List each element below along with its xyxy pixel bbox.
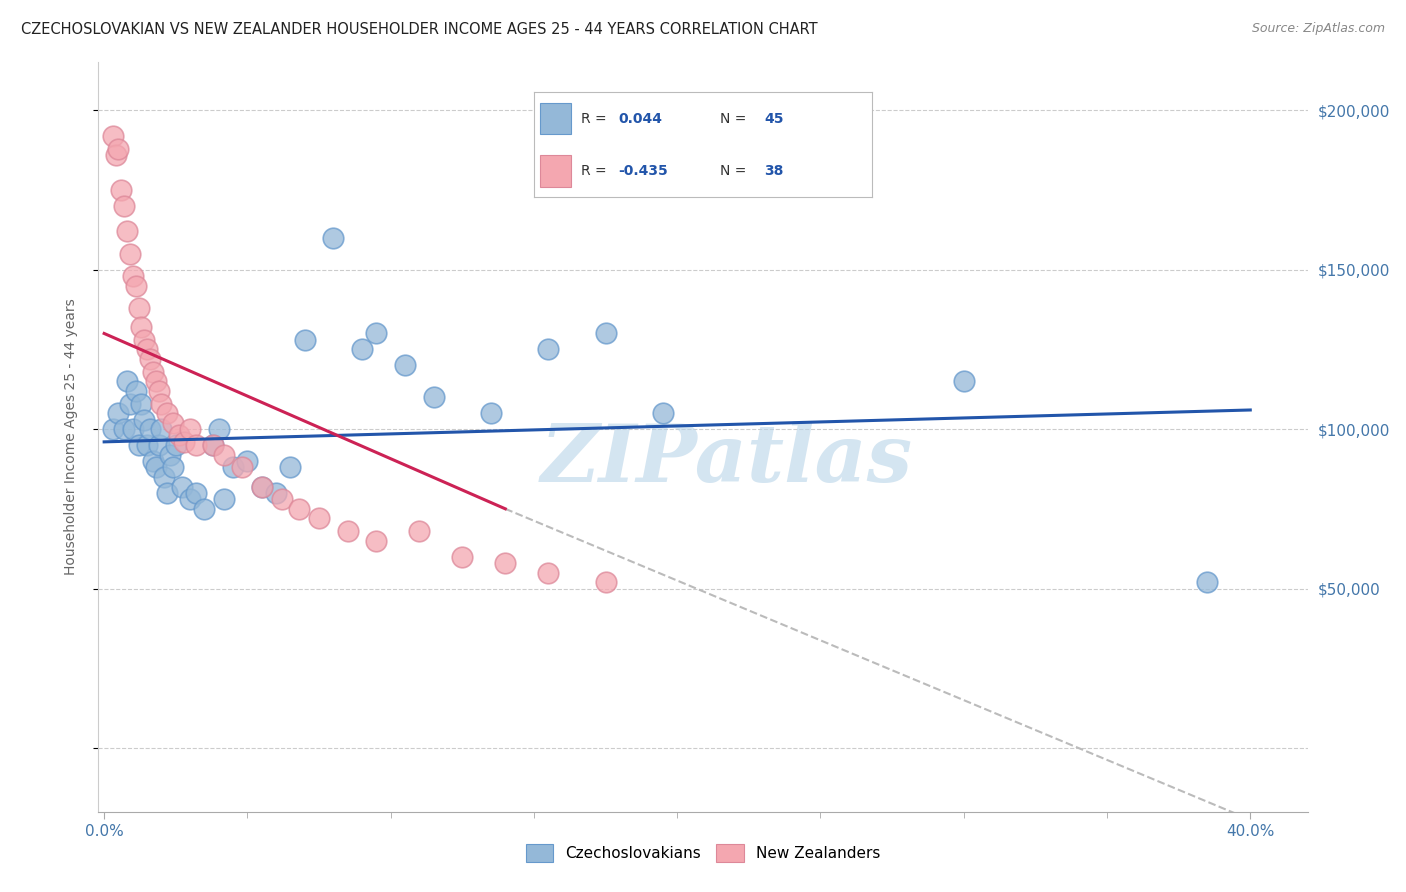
Point bbox=[366, 533, 388, 548]
Point bbox=[131, 320, 153, 334]
Point bbox=[150, 396, 173, 410]
Point bbox=[250, 479, 273, 493]
Point bbox=[131, 396, 153, 410]
Text: Source: ZipAtlas.com: Source: ZipAtlas.com bbox=[1251, 22, 1385, 36]
Point bbox=[156, 486, 179, 500]
Point bbox=[153, 470, 176, 484]
Point bbox=[156, 406, 179, 420]
Point bbox=[322, 231, 344, 245]
Point bbox=[422, 390, 444, 404]
Point bbox=[222, 460, 245, 475]
Point bbox=[350, 343, 373, 357]
Point bbox=[208, 422, 231, 436]
Point bbox=[118, 396, 141, 410]
Point bbox=[595, 326, 617, 341]
Point bbox=[193, 501, 215, 516]
Point bbox=[651, 406, 673, 420]
Point bbox=[250, 479, 273, 493]
Point bbox=[231, 460, 253, 475]
Point bbox=[167, 428, 190, 442]
Point bbox=[107, 406, 129, 420]
Point bbox=[595, 575, 617, 590]
Point bbox=[148, 438, 170, 452]
Point bbox=[202, 438, 225, 452]
Point bbox=[107, 142, 129, 156]
Point bbox=[214, 492, 236, 507]
Text: ZIPatlas: ZIPatlas bbox=[541, 421, 914, 499]
Point bbox=[202, 438, 225, 452]
Point bbox=[142, 365, 165, 379]
Point bbox=[494, 556, 516, 570]
Point bbox=[179, 422, 201, 436]
Point bbox=[366, 326, 388, 341]
Point bbox=[408, 524, 430, 538]
Point bbox=[952, 374, 974, 388]
Point bbox=[134, 333, 156, 347]
Point bbox=[115, 224, 138, 238]
Point bbox=[179, 492, 201, 507]
Point bbox=[124, 278, 146, 293]
Point bbox=[139, 351, 162, 366]
Point bbox=[236, 454, 259, 468]
Point bbox=[118, 246, 141, 260]
Y-axis label: Householder Income Ages 25 - 44 years: Householder Income Ages 25 - 44 years bbox=[63, 299, 77, 575]
Point bbox=[142, 454, 165, 468]
Point bbox=[101, 422, 124, 436]
Point bbox=[184, 438, 207, 452]
Point bbox=[115, 374, 138, 388]
Point bbox=[214, 448, 236, 462]
Point bbox=[112, 422, 135, 436]
Point bbox=[110, 183, 132, 197]
Point bbox=[145, 460, 167, 475]
Point bbox=[128, 301, 150, 315]
Point bbox=[136, 438, 159, 452]
Point bbox=[136, 343, 159, 357]
Point bbox=[150, 422, 173, 436]
Point bbox=[537, 343, 560, 357]
Point bbox=[173, 434, 195, 449]
Point bbox=[139, 422, 162, 436]
Point bbox=[121, 422, 143, 436]
Point bbox=[121, 268, 143, 283]
Point bbox=[451, 549, 474, 564]
Legend: Czechoslovakians, New Zealanders: Czechoslovakians, New Zealanders bbox=[519, 838, 887, 868]
Point bbox=[294, 333, 316, 347]
Point bbox=[134, 412, 156, 426]
Text: CZECHOSLOVAKIAN VS NEW ZEALANDER HOUSEHOLDER INCOME AGES 25 - 44 YEARS CORRELATI: CZECHOSLOVAKIAN VS NEW ZEALANDER HOUSEHO… bbox=[21, 22, 818, 37]
Point bbox=[336, 524, 359, 538]
Point bbox=[288, 501, 311, 516]
Point bbox=[184, 486, 207, 500]
Point bbox=[270, 492, 292, 507]
Point bbox=[159, 448, 181, 462]
Point bbox=[170, 479, 193, 493]
Point bbox=[124, 384, 146, 398]
Point bbox=[537, 566, 560, 580]
Point bbox=[165, 438, 187, 452]
Point bbox=[145, 374, 167, 388]
Point bbox=[104, 148, 127, 162]
Point bbox=[308, 511, 330, 525]
Point bbox=[479, 406, 502, 420]
Point bbox=[112, 199, 135, 213]
Point bbox=[128, 438, 150, 452]
Point bbox=[394, 359, 416, 373]
Point bbox=[280, 460, 302, 475]
Point bbox=[101, 128, 124, 143]
Point bbox=[264, 486, 287, 500]
Point bbox=[1197, 575, 1219, 590]
Point bbox=[162, 416, 184, 430]
Point bbox=[148, 384, 170, 398]
Point bbox=[162, 460, 184, 475]
